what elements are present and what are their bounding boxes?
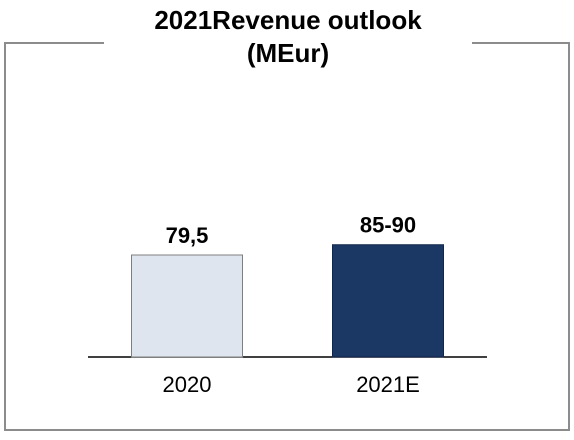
x-tick-label: 2020 (163, 372, 212, 397)
chart-title: 2021Revenue outlook (154, 5, 422, 35)
frame (4, 42, 570, 431)
bar (131, 254, 243, 358)
bar (332, 244, 444, 358)
value-label: 85-90 (360, 213, 416, 238)
chart-title: (MEur) (247, 38, 329, 68)
x-tick-label: 2021E (356, 372, 420, 397)
value-label: 79,5 (166, 223, 209, 248)
